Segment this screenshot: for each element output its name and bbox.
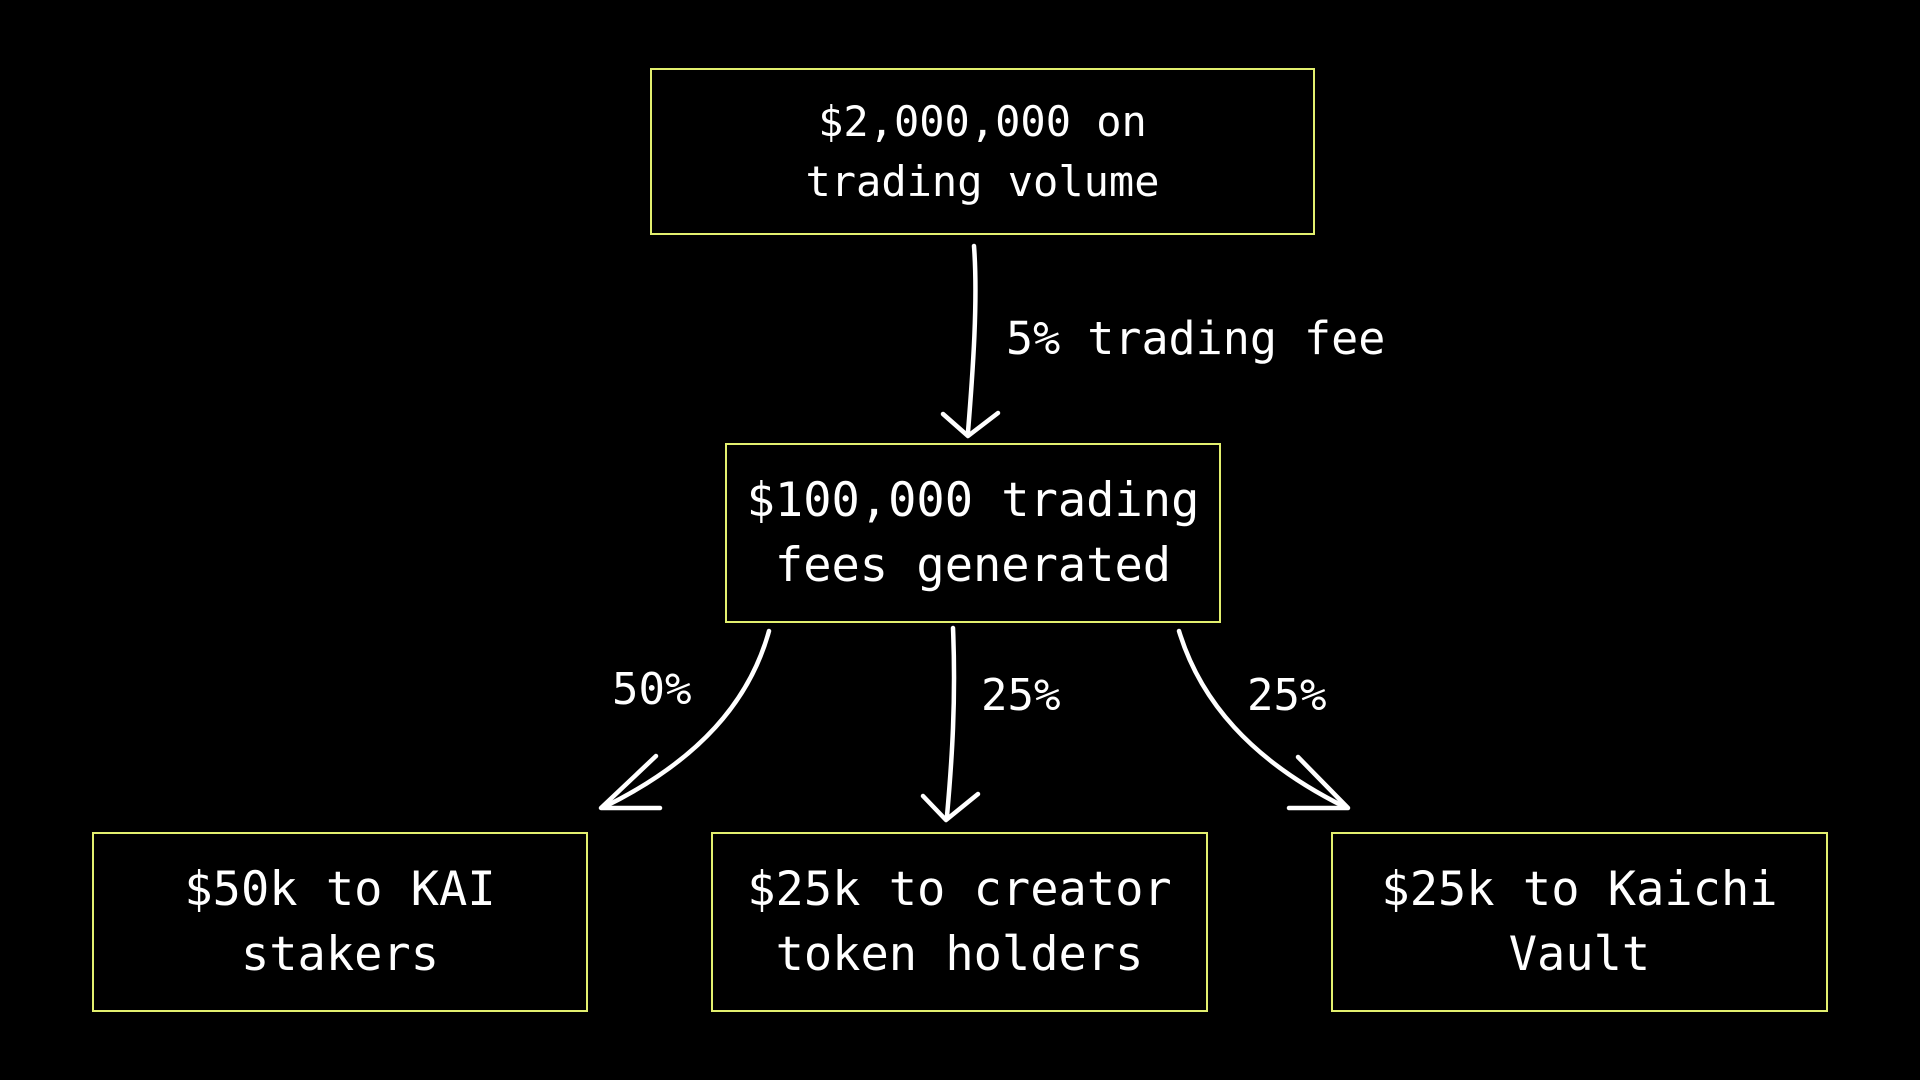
volume-text-line-1: $2,000,000 on xyxy=(818,96,1147,146)
arrow-volume-to-fees xyxy=(965,243,978,435)
volume-text-line-2: trading volume xyxy=(805,156,1160,206)
arrowhead-fees-to-creator-holders xyxy=(920,791,981,823)
fees-box: $100,000 trading fees generated xyxy=(725,443,1221,623)
arrowhead-fees-to-kaichi-vault xyxy=(1286,754,1351,811)
creator-holders-text-line-2: token holders xyxy=(775,927,1144,982)
arrow-fees-to-creator-holders xyxy=(944,625,957,819)
volume-box: $2,000,000 on trading volume xyxy=(650,68,1315,235)
kai-stakers-box: $50k to KAI stakers xyxy=(92,832,588,1012)
kai-stakers-text-line-2: stakers xyxy=(240,927,440,982)
creator-share-label: 25% xyxy=(981,670,1061,721)
creator-holders-text-line-1: $25k to creator xyxy=(747,862,1172,917)
arrow-fees-to-kai-stakers xyxy=(601,628,772,810)
stakers-share-label: 50% xyxy=(612,664,692,715)
fees-text-line-1: $100,000 trading xyxy=(746,473,1200,528)
kaichi-vault-text-line-1: $25k to Kaichi xyxy=(1381,862,1778,917)
kaichi-vault-box: $25k to Kaichi Vault xyxy=(1331,832,1828,1012)
kaichi-vault-text-line-2: Vault xyxy=(1508,927,1651,982)
creator-holders-box: $25k to creator token holders xyxy=(711,832,1208,1012)
arrowhead-volume-to-fees xyxy=(940,410,1001,439)
arrowhead-fees-to-kai-stakers xyxy=(598,753,663,811)
kai-stakers-text-line-1: $50k to KAI xyxy=(184,862,496,917)
arrow-fees-to-kaichi-vault xyxy=(1176,628,1348,810)
fees-text-line-2: fees generated xyxy=(774,538,1172,593)
trading-fee-label: 5% trading fee xyxy=(1006,312,1386,365)
vault-share-label: 25% xyxy=(1247,670,1327,721)
